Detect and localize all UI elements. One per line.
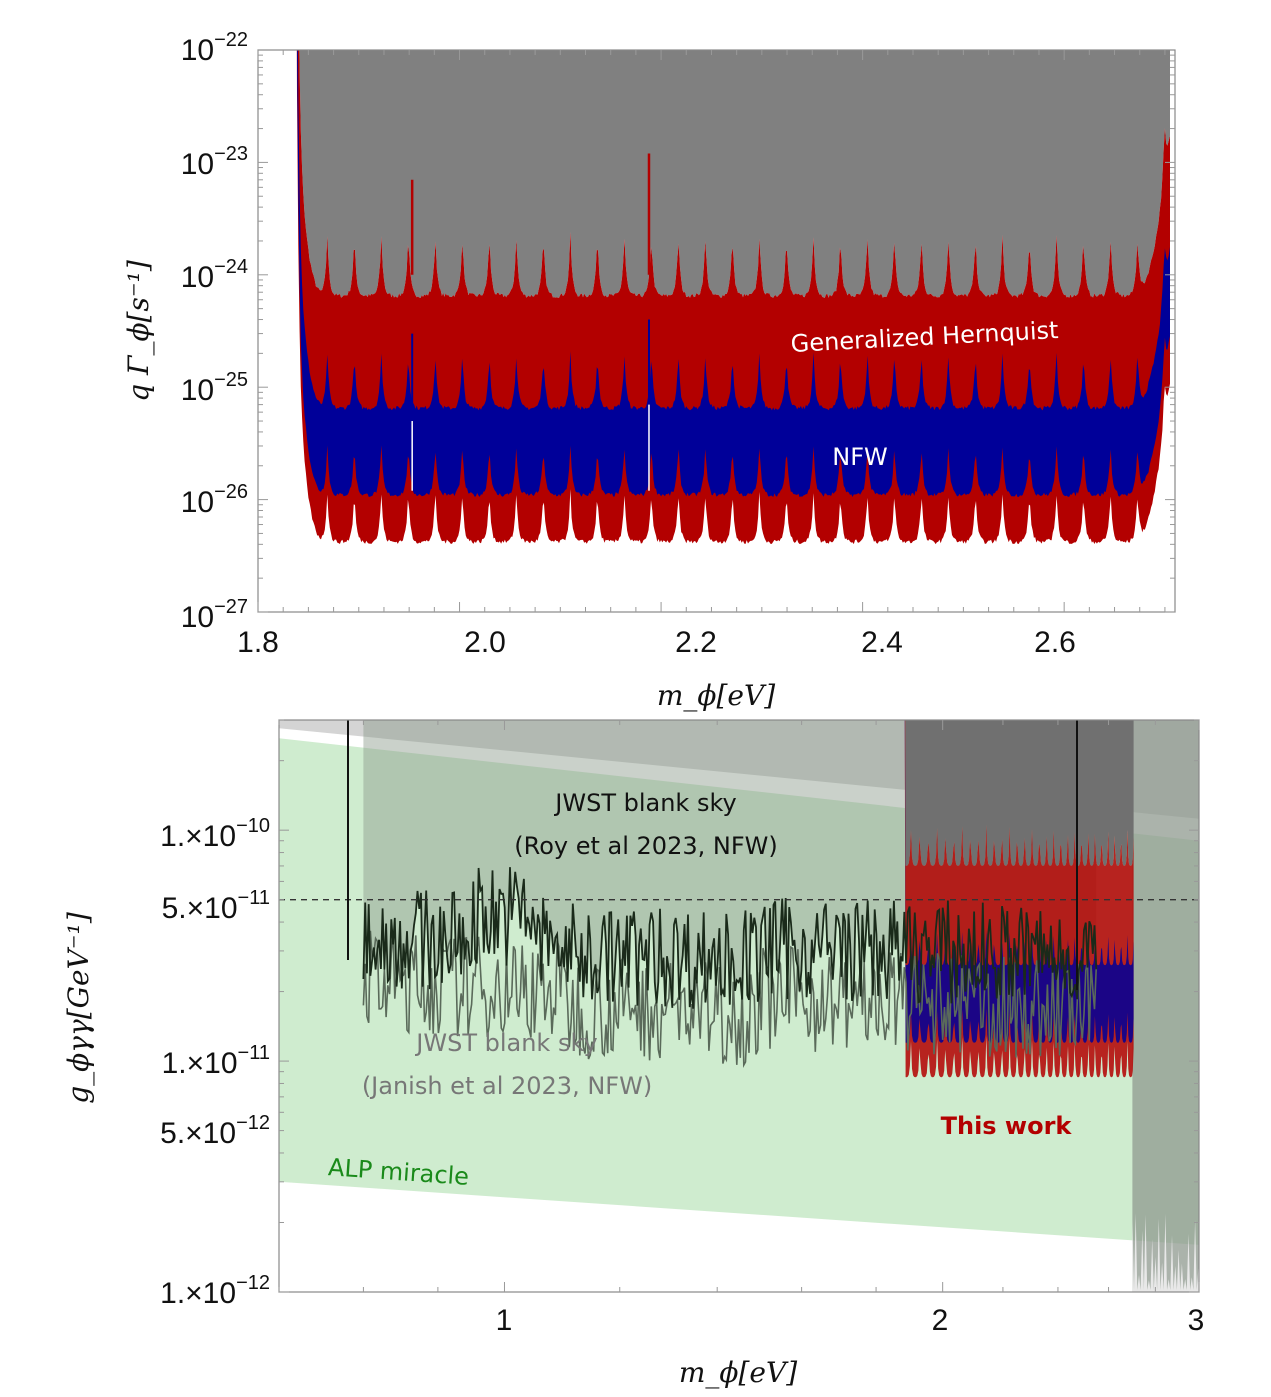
top-y-axis-label: q Γ_ϕ[s⁻¹] [122, 260, 155, 402]
x-tick-label: 2.6 [1034, 626, 1076, 659]
janish-label-line1: JWST blank sky [414, 1029, 597, 1057]
bottom-x-axis-label: m_ϕ[eV] [679, 1356, 797, 1389]
y-tick-label: 10−22 [181, 29, 248, 67]
x-tick-label: 2.4 [861, 626, 903, 659]
top-panel: 10−22 10−23 10−24 10−25 10−26 10−27 1.8 … [122, 29, 1176, 712]
y-tick-label: 5.×10−11 [162, 887, 270, 925]
excluded-gray-right [1132, 720, 1199, 1292]
roy-curve [362, 867, 1098, 1009]
y-tick-label: 1.×10−11 [162, 1042, 270, 1080]
x-tick-label: 3 [1188, 1304, 1205, 1337]
bottom-y-tick-labels: 1.×10−10 5.×10−11 1.×10−11 5.×10−12 1.×1… [160, 815, 270, 1310]
janish-curve [362, 930, 1098, 1069]
nfw-band [297, 50, 1170, 498]
bottom-plot-area [279, 720, 1199, 1292]
top-ticks [257, 50, 1175, 613]
this-work-gray [900, 720, 1134, 866]
y-tick-label: 10−27 [181, 596, 248, 634]
y-tick-label: 1.×10−12 [160, 1272, 270, 1310]
bottom-panel: 1.×10−10 5.×10−11 1.×10−11 5.×10−12 1.×1… [62, 719, 1205, 1389]
right-edge-spikes [1132, 1213, 1199, 1292]
y-tick-label: 1.×10−10 [160, 815, 270, 853]
bottom-frame [278, 719, 1200, 1293]
bottom-y-axis-label: g_ϕγγ[GeV⁻¹] [62, 912, 95, 1104]
top-frame [257, 49, 1176, 613]
x-tick-label: 2 [932, 1304, 949, 1337]
y-tick-label: 10−23 [181, 143, 248, 181]
bottom-x-tick-labels: 1 2 3 [496, 1304, 1205, 1337]
janish-label-line2: (Janish et al 2023, NFW) [362, 1072, 652, 1100]
y-tick-label: 10−25 [181, 369, 248, 407]
this-work-label: This work [941, 1112, 1073, 1140]
excluded-region-gray [299, 50, 1170, 298]
x-tick-label: 2.2 [675, 626, 717, 659]
top-x-axis-label: m_ϕ[eV] [657, 679, 775, 712]
bottom-ticks [278, 719, 1200, 1293]
top-y-tick-labels: 10−22 10−23 10−24 10−25 10−26 10−27 [181, 29, 248, 634]
x-tick-label: 2.0 [464, 626, 506, 659]
roy-label-line1: JWST blank sky [553, 789, 736, 817]
nfw-label: NFW [832, 443, 888, 471]
x-tick-label: 1.8 [237, 626, 279, 659]
y-tick-label: 5.×10−12 [160, 1112, 270, 1150]
y-tick-label: 10−26 [181, 481, 248, 519]
roy-label-line2: (Roy et al 2023, NFW) [514, 832, 777, 860]
top-x-tick-labels: 1.8 2.0 2.2 2.4 2.6 [237, 626, 1076, 659]
top-plot-area [296, 50, 1170, 545]
y-tick-label: 10−24 [181, 256, 248, 294]
x-tick-label: 1 [496, 1304, 513, 1337]
top-spikes [410, 153, 651, 491]
